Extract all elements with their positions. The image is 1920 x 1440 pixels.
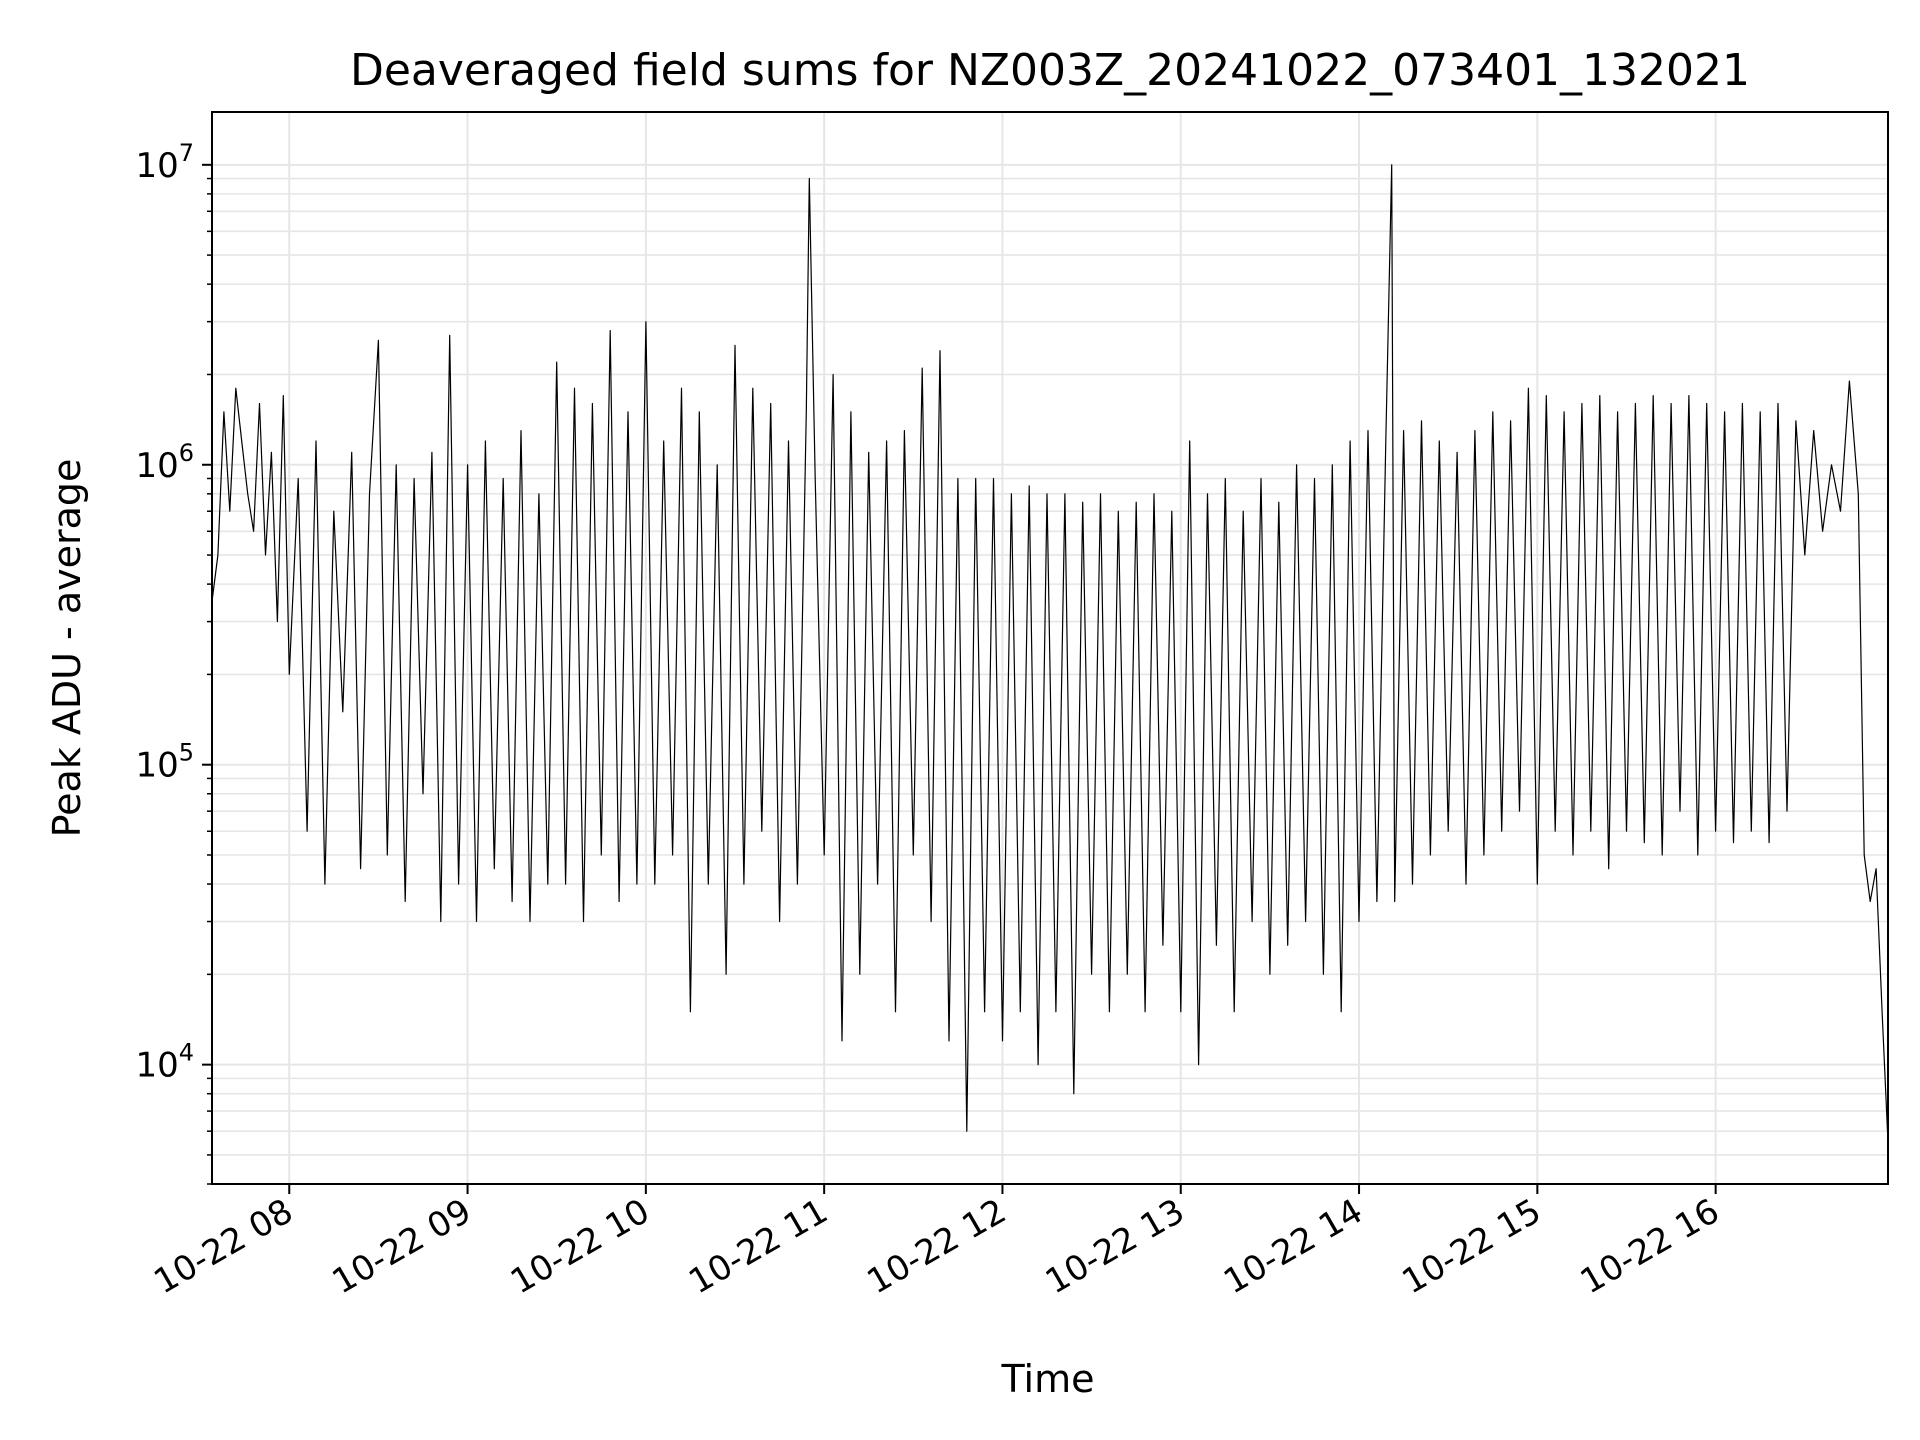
axes-frame	[211, 111, 1889, 1185]
y-axis-label: Peak ADU - average	[45, 459, 89, 838]
x-tick-label: 10-22 15	[1395, 1191, 1547, 1302]
y-tick-label: 106	[135, 439, 194, 486]
x-tick-label: 10-22 12	[861, 1191, 1013, 1302]
x-tick-label: 10-22 11	[682, 1191, 834, 1302]
y-axis: 104 105 106 107	[135, 139, 212, 1185]
x-axis: 10-22 08 10-22 09 10-22 10 10-22 11 10-22 12…	[147, 1184, 1726, 1302]
y-tick-label: 107	[135, 139, 194, 186]
y-tick-label: 105	[135, 739, 194, 786]
series-line	[211, 164, 1889, 1143]
y-tick-label: 104	[135, 1039, 194, 1086]
x-tick-label: 10-22 14	[1217, 1191, 1369, 1302]
chart-title: Deaveraged field sums for NZ003Z_2024102…	[350, 45, 1750, 96]
x-axis-label: Time	[1001, 1357, 1095, 1401]
x-tick-label: 10-22 09	[326, 1191, 478, 1302]
x-tick-label: 10-22 16	[1574, 1191, 1726, 1302]
x-tick-label: 10-22 10	[504, 1191, 656, 1302]
x-tick-label: 10-22 13	[1039, 1191, 1191, 1302]
x-tick-label: 10-22 08	[147, 1191, 299, 1302]
